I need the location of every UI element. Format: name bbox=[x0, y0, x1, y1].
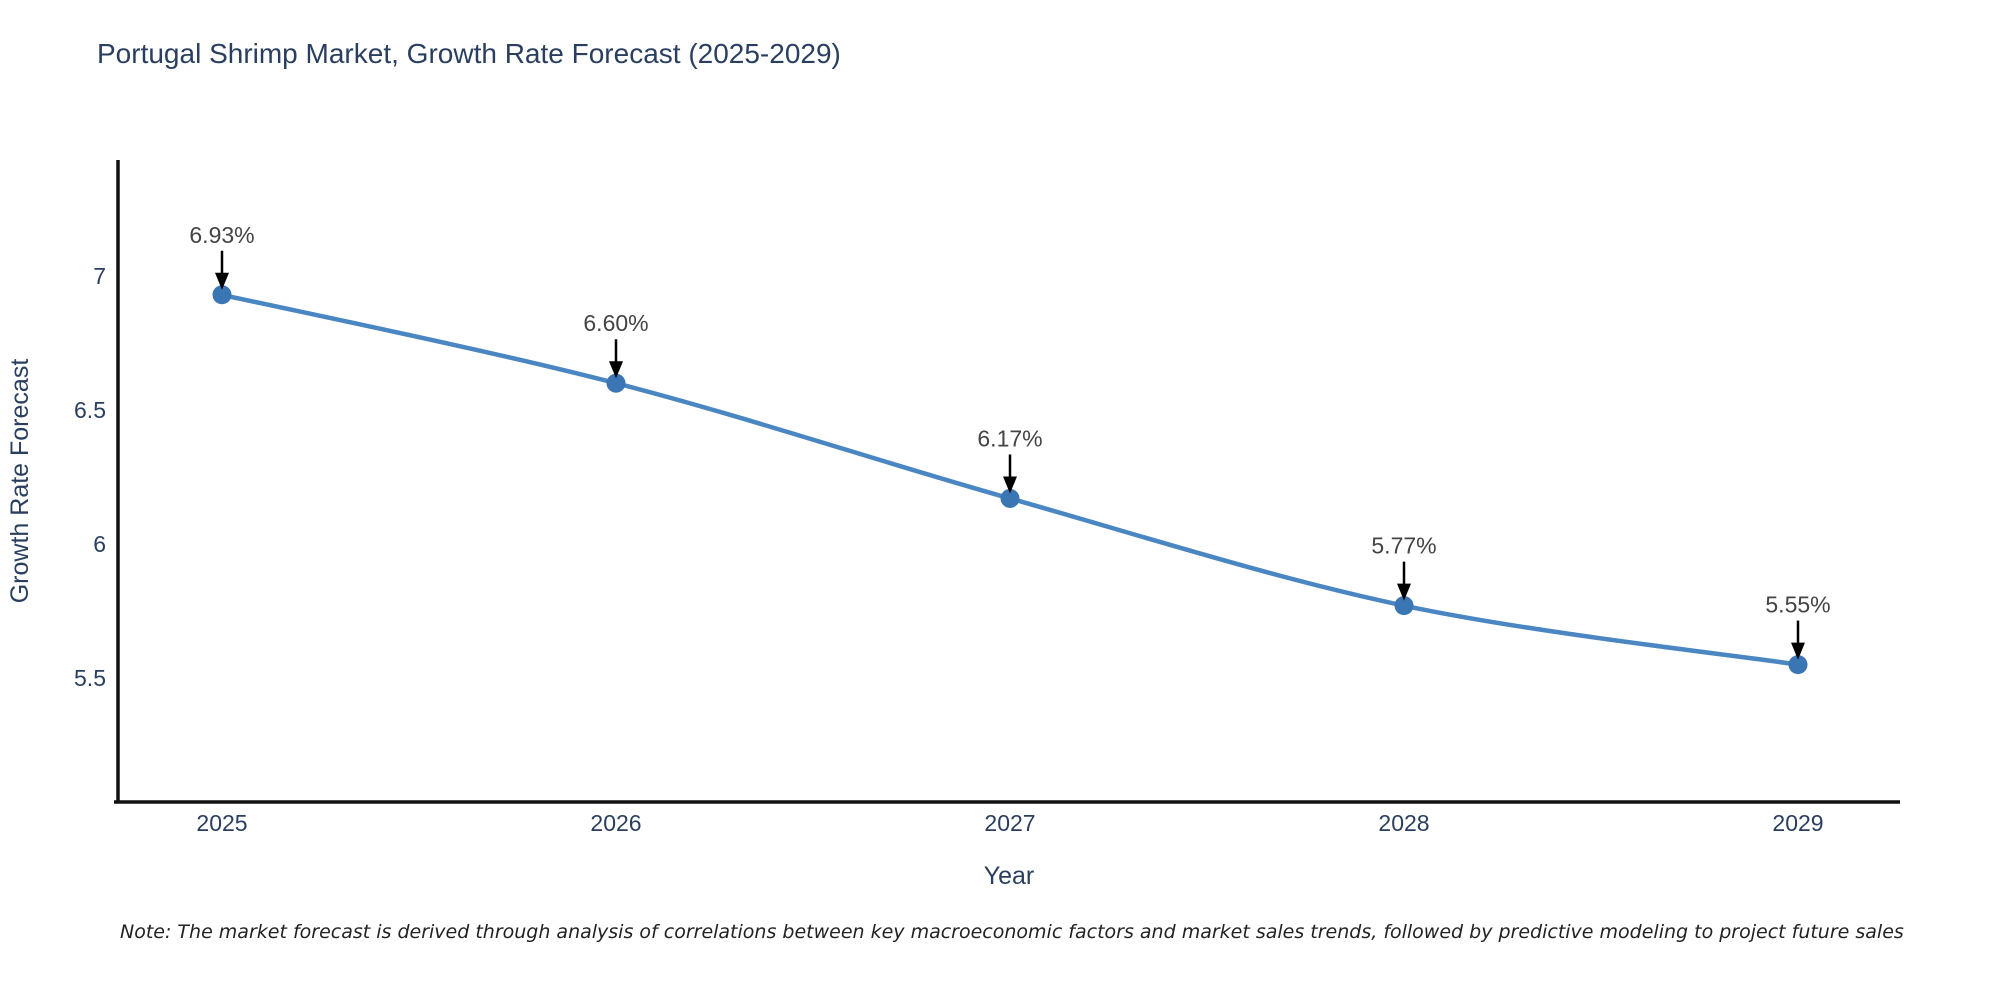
chart-title: Portugal Shrimp Market, Growth Rate Fore… bbox=[97, 38, 841, 69]
data-point-marker bbox=[212, 285, 232, 305]
point-annotation-label: 6.60% bbox=[583, 310, 648, 336]
point-annotation-label: 6.93% bbox=[189, 222, 254, 248]
point-annotation-label: 5.55% bbox=[1765, 592, 1830, 618]
annotation-arrowhead-icon bbox=[215, 272, 229, 290]
x-tick-label: 2027 bbox=[984, 810, 1035, 836]
x-tick-label: 2028 bbox=[1378, 810, 1429, 836]
annotation-arrowhead-icon bbox=[1003, 476, 1017, 494]
data-point-marker bbox=[1000, 488, 1020, 508]
chart-footnote: Note: The market forecast is derived thr… bbox=[120, 921, 1904, 943]
point-annotation-label: 5.77% bbox=[1371, 533, 1436, 559]
point-annotation-label: 6.17% bbox=[977, 425, 1042, 451]
data-point-marker bbox=[1394, 596, 1414, 616]
annotation-arrowhead-icon bbox=[1397, 583, 1411, 601]
y-tick-label: 6 bbox=[93, 531, 106, 557]
y-tick-label: 6.5 bbox=[74, 397, 106, 423]
x-tick-label: 2029 bbox=[1772, 810, 1823, 836]
x-tick-label: 2026 bbox=[590, 810, 641, 836]
data-point-marker bbox=[1788, 655, 1808, 675]
y-tick-label: 7 bbox=[93, 263, 106, 289]
y-axis-title: Growth Rate Forecast bbox=[6, 359, 34, 604]
annotation-arrowhead-icon bbox=[1791, 642, 1805, 660]
x-axis-title: Year bbox=[984, 862, 1035, 890]
y-tick-label: 5.5 bbox=[74, 665, 106, 691]
x-tick-label: 2025 bbox=[196, 810, 247, 836]
annotation-arrowhead-icon bbox=[609, 361, 623, 379]
data-point-marker bbox=[606, 373, 626, 393]
